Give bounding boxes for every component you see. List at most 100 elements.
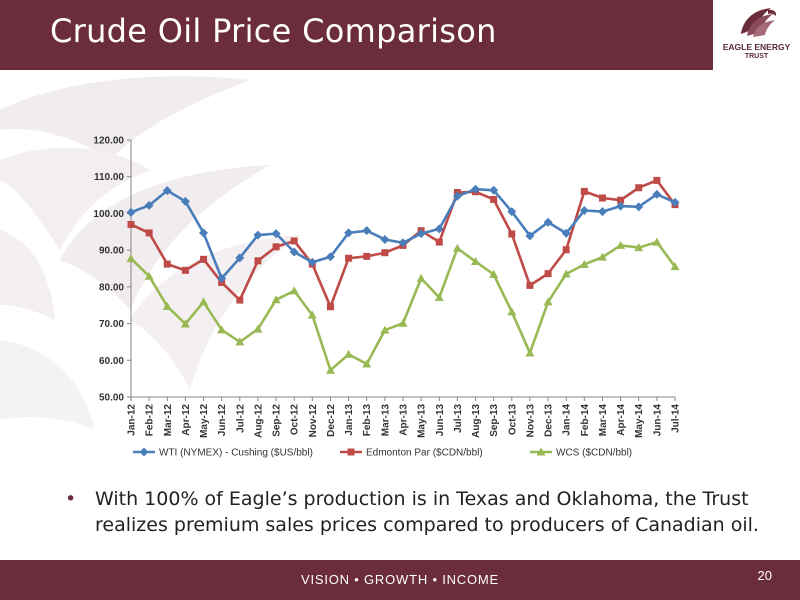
series-2-point	[435, 238, 443, 246]
x-tick-label: Nov-13	[525, 404, 536, 438]
series-2-point	[653, 176, 661, 184]
x-tick-label: Mar-13	[380, 404, 391, 437]
x-tick-label: Sep-12	[272, 404, 283, 437]
series-1-point	[434, 224, 444, 234]
series-3-line	[130, 240, 677, 372]
series-3-point	[307, 310, 317, 319]
y-axis: 50.00 60.00 70.00 80.00 90.00 100.00 110.00 120…	[93, 136, 132, 404]
series-3-point	[253, 324, 263, 333]
series-3-point	[344, 349, 354, 358]
y-tick-label: 120.00	[93, 136, 124, 147]
x-tick-label: Dec-13	[544, 404, 555, 437]
series-3-point	[144, 271, 154, 280]
logo-line2: TRUST	[744, 53, 769, 60]
y-tick-label: 70.00	[99, 319, 124, 330]
x-tick-label: May-12	[199, 404, 210, 438]
x-tick-label: May-14	[634, 404, 645, 438]
series-3-point	[489, 269, 499, 278]
series-1-point	[235, 253, 245, 263]
series-3-point	[362, 359, 372, 368]
series-2-point	[508, 230, 516, 238]
series-2-point	[490, 195, 498, 203]
series-1-point	[144, 200, 154, 210]
x-tick-label: Jul-14	[671, 404, 682, 433]
x-tick-label: Apr-12	[181, 404, 192, 436]
chart-legend: WTI (NYMEX) - Cushing ($US/bbl) Edmonton …	[133, 447, 632, 459]
series-3-point	[652, 237, 662, 246]
x-axis: Jan-12 Feb-12 Mar-12 Apr-12 May-12 Jun-12 Jul-…	[127, 396, 682, 438]
series-1-point	[398, 238, 408, 248]
logo-line1: EAGLE ENERGY	[722, 42, 791, 52]
slide-title: Crude Oil Price Comparison	[50, 12, 497, 50]
series-3	[126, 237, 680, 374]
series-3-point	[543, 297, 553, 306]
bullet-icon: •	[65, 488, 77, 510]
footer-tagline: VISION • GROWTH • INCOME	[300, 572, 500, 587]
y-tick-label: 110.00	[94, 172, 124, 183]
series-3-point	[416, 273, 426, 282]
legend-label: WCS ($CDN/bbl)	[556, 448, 632, 459]
x-tick-label: Apr-14	[616, 404, 627, 436]
series-3-point	[634, 243, 644, 252]
legend-marker	[347, 448, 355, 456]
bullet-text: With 100% of Eagle’s production is in Te…	[95, 488, 759, 536]
series-1-point	[670, 197, 680, 207]
series-1-point	[489, 185, 499, 195]
title-bar: Crude Oil Price Comparison EAGLE ENERGY …	[0, 0, 800, 70]
series-2-point	[381, 249, 389, 257]
series-3-point	[217, 325, 227, 334]
series-3-point	[452, 243, 462, 252]
series-3-point	[271, 295, 281, 304]
series-3-point	[561, 269, 571, 278]
series-3-point	[525, 348, 535, 357]
series-1-point	[217, 273, 227, 283]
x-tick-label: Jun-13	[435, 404, 446, 437]
series-2-point	[345, 254, 353, 262]
series-3-point	[434, 293, 444, 302]
series-1-point	[616, 201, 626, 211]
series-3-point	[162, 301, 172, 310]
series-1-point	[525, 231, 535, 241]
y-tick-label: 50.00	[99, 393, 124, 404]
series-3-point	[597, 252, 607, 261]
legend-label: Edmonton Par ($CDN/bbl)	[366, 448, 483, 459]
series-2-point	[526, 281, 534, 289]
series-1-point	[344, 228, 354, 238]
series-1-point	[652, 189, 662, 199]
series-3-point	[289, 286, 299, 295]
x-tick-label: Apr-13	[399, 404, 410, 436]
series-group	[126, 176, 680, 374]
series-3-point	[616, 240, 626, 249]
series-1-point	[579, 205, 589, 215]
series-3-point	[199, 297, 209, 306]
x-tick-label: Jan-14	[562, 404, 573, 436]
x-tick-label: Feb-14	[580, 404, 591, 437]
series-2-point	[290, 237, 298, 245]
legend-marker	[536, 447, 546, 456]
x-tick-label: Sep-13	[489, 404, 500, 437]
series-2-point	[145, 229, 153, 237]
series-2-point	[127, 220, 135, 228]
series-1-point	[289, 247, 299, 257]
series-3-point	[235, 337, 245, 346]
y-tick-label: 80.00	[99, 282, 124, 293]
y-tick-label: 90.00	[99, 246, 124, 257]
series-1-point	[634, 202, 644, 212]
x-tick-label: Aug-12	[253, 404, 264, 438]
x-tick-label: Jul-13	[453, 404, 464, 433]
x-tick-label: Mar-14	[598, 404, 609, 437]
series-2-point	[562, 246, 570, 254]
x-tick-label: May-13	[417, 404, 428, 438]
series-2-point	[163, 260, 171, 268]
series-1-point	[561, 228, 571, 238]
x-tick-label: Nov-12	[308, 404, 319, 438]
crude-oil-line-chart: 50.00 60.00 70.00 80.00 90.00 100.00 110.00 120…	[93, 136, 682, 459]
series-3-point	[325, 365, 335, 374]
series-1	[126, 184, 680, 283]
company-logo: EAGLE ENERGY TRUST	[713, 0, 800, 70]
eagle-watermark-icon	[0, 76, 300, 430]
x-tick-label: Jun-12	[217, 404, 228, 437]
legend-label: WTI (NYMEX) - Cushing ($US/bbl)	[159, 448, 313, 459]
series-3-point	[471, 257, 481, 266]
series-1-point	[126, 207, 136, 217]
